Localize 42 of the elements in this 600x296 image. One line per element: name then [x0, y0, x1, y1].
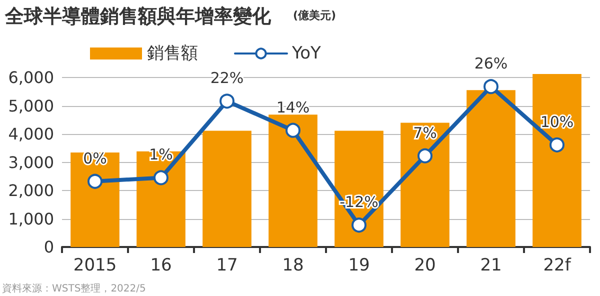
- legend-label: YoY: [291, 44, 322, 64]
- x-tick-label: 2015: [73, 256, 117, 276]
- y-tick-label: 3,000: [8, 152, 54, 172]
- source-note: 資料來源：WSTS整理，2022/5: [2, 282, 146, 294]
- bar: [70, 152, 120, 247]
- bar: [400, 122, 450, 247]
- x-tick-label: 17: [216, 256, 238, 276]
- chart-title: 全球半導體銷售額與年增率變化: [4, 6, 272, 28]
- point: [154, 170, 168, 186]
- data-label: 1%: [149, 146, 173, 164]
- bar: [334, 130, 384, 247]
- data-label: 14%: [276, 98, 310, 116]
- y-tick-label: 5,000: [8, 96, 54, 116]
- chart-subtitle: (億美元): [293, 9, 336, 22]
- point: [286, 122, 300, 138]
- bar: [466, 90, 516, 247]
- point: [484, 79, 498, 94]
- legend-label: 銷售額: [147, 44, 198, 64]
- x-tick-label: 19: [348, 256, 370, 276]
- point: [88, 174, 102, 189]
- x-tick-label: 21: [480, 256, 502, 276]
- bar: [532, 74, 582, 247]
- data-label: 26%: [474, 54, 508, 73]
- point: [550, 137, 564, 152]
- bar: [268, 114, 318, 247]
- y-tick-label: 1,000: [8, 209, 54, 228]
- y-tick-label: 0: [44, 238, 54, 256]
- point: [220, 94, 234, 109]
- data-label: 22%: [210, 69, 244, 88]
- data-label: 10%: [540, 112, 574, 131]
- y-tick-label: 2,000: [8, 181, 54, 200]
- point: [352, 218, 366, 233]
- y-tick-label: 6,000: [8, 68, 54, 88]
- x-tick-label: 20: [414, 256, 436, 276]
- point: [418, 148, 432, 164]
- x-tick-label: 18: [282, 256, 304, 276]
- x-tick-label: 22f: [543, 256, 572, 276]
- data-label: 7%: [413, 124, 437, 142]
- data-label: 0%: [83, 149, 107, 168]
- x-tick-label: 16: [150, 256, 172, 276]
- bar: [202, 130, 252, 247]
- y-tick-label: 4,000: [8, 124, 54, 144]
